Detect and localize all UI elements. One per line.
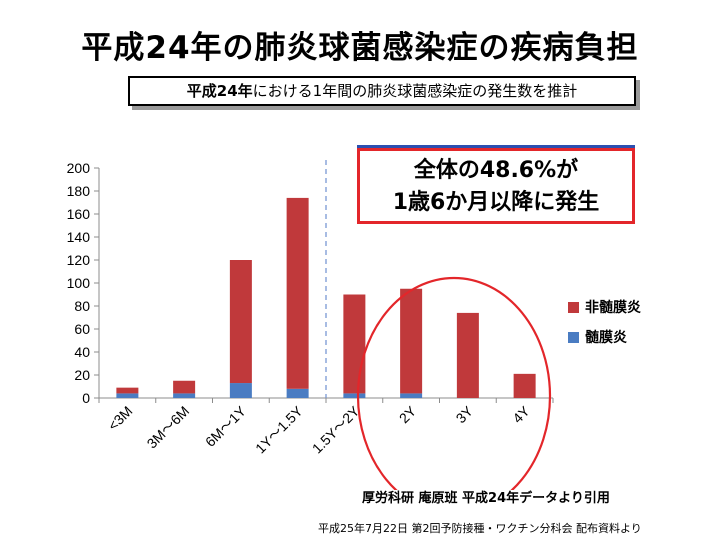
bar-meningitis — [116, 393, 139, 398]
y-tick-label: 20 — [74, 367, 90, 383]
x-tick-label: 4Y — [509, 402, 533, 426]
y-tick-label: 160 — [67, 206, 91, 222]
incidence-chart: 0 20 40 60 80 100 120 140 160 180 200 <3M 3M～6M 6M～1Y… — [67, 160, 554, 490]
legend-item-non-meningitis: 非髄膜炎 — [568, 292, 641, 322]
legend-swatch-meningitis — [568, 331, 579, 343]
bar-meningitis — [229, 383, 252, 398]
x-tick-label: 3M～6M — [144, 403, 193, 452]
callout-line-2: 1歳6か月以降に発生 — [392, 190, 600, 215]
callout-box: 全体の48.6%が 1歳6か月以降に発生 — [357, 148, 635, 224]
x-tick-label: <3M — [105, 403, 136, 434]
bar-non-meningitis — [286, 197, 309, 389]
x-tick-label: 3Y — [453, 402, 477, 426]
y-tick-label: 40 — [74, 344, 90, 360]
x-tick-label: 6M～1Y — [202, 402, 250, 450]
bar-non-meningitis — [173, 380, 196, 394]
y-tick-label: 80 — [74, 298, 90, 314]
bar-non-meningitis — [343, 294, 366, 394]
bar-non-meningitis — [456, 312, 479, 398]
legend-label-non-meningitis: 非髄膜炎 — [585, 300, 641, 316]
chart-legend: 非髄膜炎 髄膜炎 — [568, 292, 641, 352]
subtitle-box: 平成24年における1年間の肺炎球菌感染症の発生数を推計 — [128, 76, 636, 106]
bar-meningitis — [400, 393, 423, 398]
y-tick-label: 100 — [67, 275, 91, 291]
callout-line-1: 全体の48.6%が — [413, 158, 579, 183]
slide-title: 平成24年の肺炎球菌感染症の疾病負担 — [81, 30, 639, 66]
x-tick-label: 2Y — [396, 402, 420, 426]
x-tick-label: 1Y～1.5Y — [252, 402, 306, 456]
bar-meningitis — [173, 393, 196, 398]
bar-non-meningitis — [513, 373, 536, 398]
legend-swatch-non-meningitis — [568, 301, 579, 313]
x-tick-label: 1.5Y～2Y — [309, 402, 363, 456]
source-note: 厚労科研 庵原班 平成24年データより引用 — [362, 491, 610, 506]
highlight-ellipse — [356, 276, 552, 490]
footer-note: 平成25年7月22日 第2回予防接種・ワクチン分科会 配布資料より — [318, 522, 642, 535]
y-tick-label: 180 — [67, 183, 91, 199]
legend-label-meningitis: 髄膜炎 — [585, 330, 627, 346]
subtitle-year: 平成24年 — [186, 82, 253, 100]
bar-meningitis — [286, 388, 309, 398]
y-tick-label: 0 — [82, 390, 90, 406]
bar-non-meningitis — [116, 387, 139, 394]
y-tick-label: 140 — [67, 229, 91, 245]
bar-meningitis — [343, 393, 366, 398]
y-tick-label: 120 — [67, 252, 91, 268]
bar-non-meningitis — [229, 260, 252, 384]
subtitle-text: における1年間の肺炎球菌感染症の発生数を推計 — [252, 82, 578, 100]
legend-item-meningitis: 髄膜炎 — [568, 322, 641, 352]
y-tick-label: 60 — [74, 321, 90, 337]
y-tick-label: 200 — [67, 160, 91, 176]
bar-non-meningitis — [400, 288, 423, 394]
